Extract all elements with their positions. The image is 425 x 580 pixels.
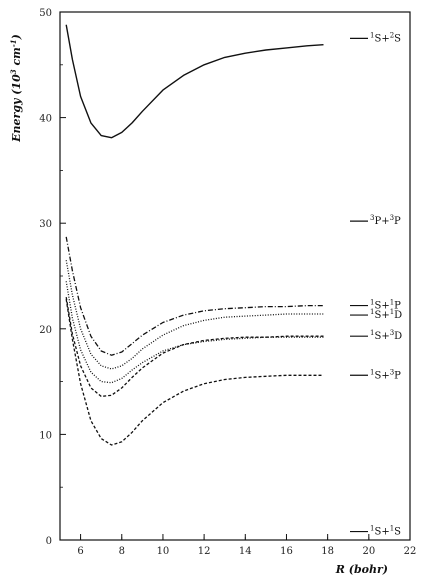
asymptote-label-7: 1S+1S: [370, 525, 401, 538]
x-tick-label: 18: [321, 546, 334, 557]
x-tick-label: 12: [198, 546, 211, 557]
y-tick-label: 20: [39, 325, 52, 336]
y-tick-label: 10: [39, 430, 52, 441]
asymptote-label-2: 3P+3P: [370, 214, 401, 227]
asymptote-label-3: 1S+1P: [370, 299, 401, 312]
curve-4: [65, 281, 324, 384]
y-axis-ticks: 0 10 20 30 40 50: [39, 8, 66, 547]
y-tick-label: 40: [39, 114, 52, 125]
y-tick-label: 0: [46, 536, 52, 547]
x-tick-label: 14: [239, 546, 252, 557]
x-tick-label: 22: [404, 546, 417, 557]
x-axis-ticks: 6 8 10 12 14 16 18 20 22: [77, 534, 416, 557]
plot-frame: [59, 11, 411, 541]
asymptote-label-1: 1S+2S: [370, 31, 401, 44]
x-tick-label: 20: [362, 546, 375, 557]
y-axis-title: Energy (103 cm-1): [9, 34, 23, 143]
x-axis-title: R (bohr): [335, 563, 388, 576]
curves: [65, 24, 324, 446]
axes: [59, 11, 411, 541]
x-tick-label: 8: [119, 546, 125, 557]
asymptote-label-4: 1S+1D: [370, 308, 402, 321]
curve-6: [65, 299, 324, 446]
x-tick-label: 6: [77, 546, 83, 557]
x-tick-label: 16: [280, 546, 293, 557]
curve-2: [65, 236, 324, 356]
curve-1: [65, 24, 324, 139]
y-tick-label: 30: [39, 219, 52, 230]
y-tick-label: 50: [39, 8, 52, 19]
asymptote-label-6: 1S+3P: [370, 368, 401, 381]
asymptote-label-5: 1S+3D: [370, 329, 402, 342]
x-tick-label: 10: [157, 546, 170, 557]
curve-5: [65, 296, 324, 398]
